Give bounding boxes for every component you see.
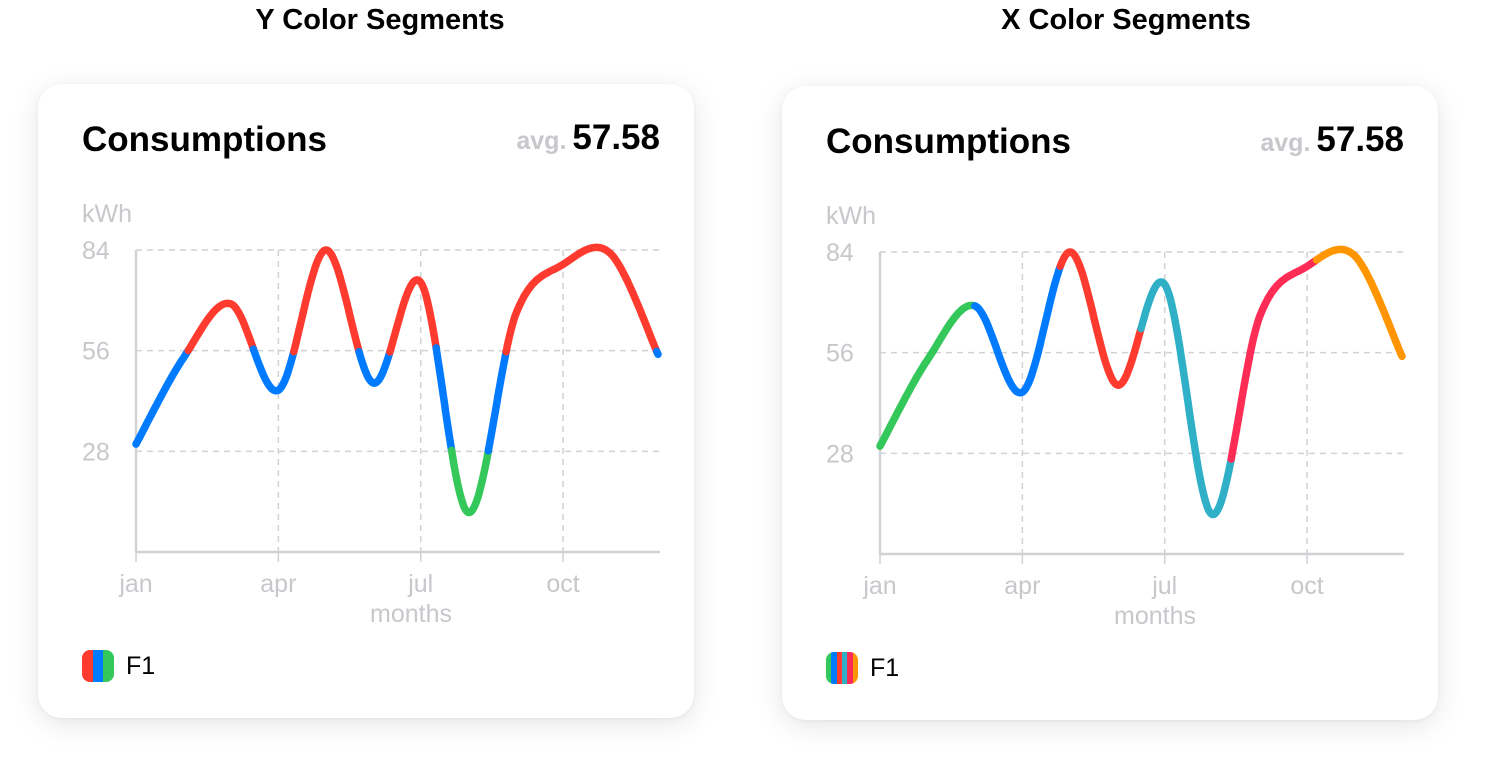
- series-line-segment: [447, 446, 493, 517]
- series-line-segment: [132, 346, 192, 448]
- panel-heading: X Color Segments: [1001, 4, 1251, 36]
- x-tick-label: apr: [1004, 572, 1040, 600]
- legend-swatch: [826, 652, 858, 684]
- series-line-segment: [1137, 278, 1235, 519]
- legend-swatch-stripe: [841, 652, 848, 684]
- legend: F1: [82, 650, 155, 682]
- series-line-segment: [876, 301, 979, 450]
- x-tick-label: oct: [1290, 572, 1323, 600]
- line-chart: 28 56 84 jan apr jul oct kWh months: [826, 202, 1406, 630]
- chart-card: Consumptions avg. 57.58 28 56 84 jan apr jul oc…: [782, 86, 1438, 720]
- series-line-segment: [290, 246, 363, 356]
- legend-swatch-stripe: [826, 652, 832, 684]
- y-tick-label: 28: [82, 438, 110, 466]
- x-tick-label: jul: [1151, 572, 1177, 600]
- legend-swatch-stripe: [103, 650, 114, 682]
- series-line-segment: [184, 299, 258, 355]
- y-tick-label: 28: [826, 440, 854, 468]
- avg-value: 57.58: [1316, 120, 1404, 159]
- series-line-segment: [1056, 248, 1145, 389]
- legend-swatch-stripe: [82, 650, 93, 682]
- avg-label: avg.: [516, 127, 567, 155]
- y-tick-label: 56: [82, 338, 110, 366]
- average-readout: avg. 57.58: [516, 118, 660, 158]
- series-line-segment: [1312, 245, 1406, 361]
- series-line-segment: [249, 345, 298, 395]
- panel-heading: Y Color Segments: [255, 4, 505, 36]
- legend-label: F1: [870, 653, 900, 682]
- legend-swatch-stripe: [847, 652, 853, 684]
- series-line-segment: [502, 243, 661, 356]
- legend-swatch-stripe: [92, 650, 104, 682]
- series-line-segment: [386, 276, 440, 356]
- y-axis-label: kWh: [82, 200, 132, 228]
- series-line-segment: [355, 347, 394, 387]
- y-axis-label: kWh: [826, 202, 876, 230]
- series-line-segment: [432, 344, 456, 455]
- series-line-segment: [1227, 256, 1321, 463]
- y-tick-label: 84: [82, 237, 110, 265]
- series-line-segment: [652, 347, 662, 359]
- x-tick-label: jan: [118, 570, 152, 598]
- series-line-segment: [484, 347, 510, 455]
- legend-swatch: [82, 650, 114, 682]
- card-title: Consumptions: [826, 122, 1071, 161]
- x-axis-label: months: [1114, 602, 1196, 630]
- average-readout: avg. 57.58: [1260, 120, 1404, 160]
- y-tick-label: 56: [826, 340, 854, 368]
- x-tick-label: apr: [260, 570, 296, 598]
- x-tick-label: jul: [407, 570, 433, 598]
- avg-value: 57.58: [572, 118, 660, 157]
- series-line-segment: [971, 262, 1065, 397]
- legend-swatch-stripe: [831, 652, 837, 684]
- legend-label: F1: [126, 651, 156, 680]
- avg-label: avg.: [1260, 129, 1311, 157]
- legend: F1: [826, 652, 899, 684]
- x-axis-label: months: [370, 600, 452, 628]
- chart-card: Consumptions avg. 57.58 28 56 84 jan apr jul oc…: [38, 84, 694, 718]
- x-tick-label: jan: [862, 572, 896, 600]
- x-tick-label: oct: [546, 570, 579, 598]
- legend-swatch-stripe: [836, 652, 842, 684]
- line-chart: 28 56 84 jan apr jul oct kWh months: [82, 200, 662, 628]
- y-tick-label: 84: [826, 239, 854, 267]
- legend-swatch-stripe: [852, 652, 858, 684]
- card-title: Consumptions: [82, 120, 327, 159]
